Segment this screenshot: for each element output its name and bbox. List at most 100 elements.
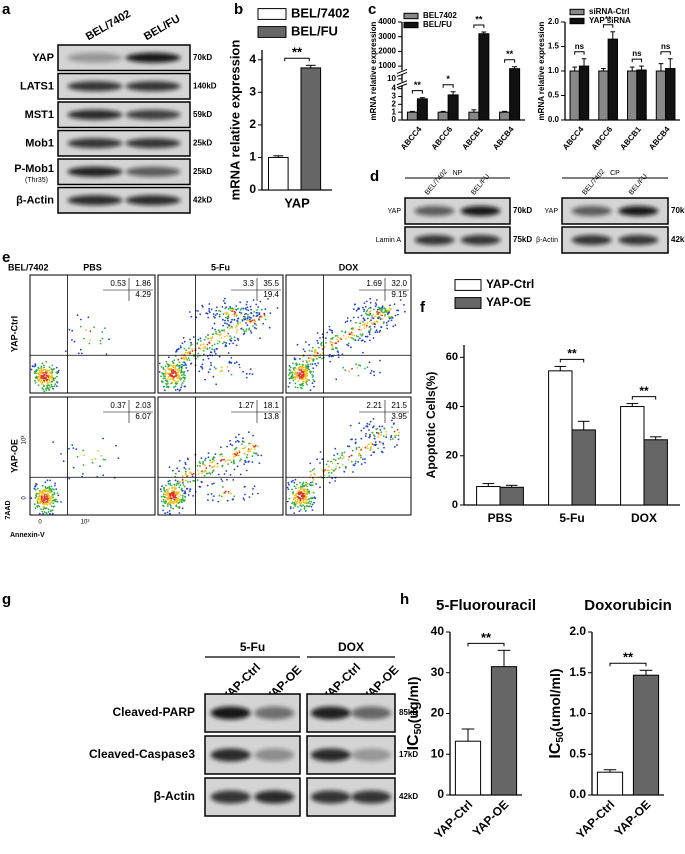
row-label: P-Mob1 (14, 163, 54, 175)
flow-dot (256, 309, 258, 311)
y-tick-label: 30 (431, 665, 445, 679)
flow-dot (313, 380, 316, 383)
flow-dot (375, 329, 378, 332)
flow-dot (187, 481, 189, 483)
flow-dot (172, 369, 175, 371)
y-tick-label: 20 (431, 706, 445, 720)
flow-dot (164, 502, 167, 505)
flow-dot (257, 318, 260, 321)
flow-dot (371, 431, 373, 434)
flow-dot (209, 311, 211, 314)
flow-dot (369, 433, 371, 436)
flow-dot (196, 355, 199, 358)
row-label: MST1 (25, 109, 54, 121)
flow-dot (257, 492, 259, 495)
flow-dot (192, 480, 195, 482)
significance-bracket (559, 358, 585, 363)
bar (598, 70, 609, 121)
bar (655, 70, 667, 121)
flow-dot (307, 365, 310, 368)
flow-dot (313, 355, 316, 357)
flow-dot (229, 439, 231, 442)
flow-dot (249, 442, 252, 445)
flow-x-tick: 10³ (81, 520, 90, 526)
flow-dot (298, 491, 301, 494)
flow-dot (176, 501, 179, 503)
flow-dot (369, 329, 372, 331)
flow-dot (300, 505, 303, 508)
panel-label: b (234, 1, 243, 18)
bar (632, 674, 660, 796)
flow-dot (317, 362, 320, 364)
flow-dot (108, 338, 110, 341)
flow-dot (170, 497, 173, 500)
blot-band (210, 706, 251, 720)
flow-dot (311, 469, 314, 472)
size-label: 70kD (513, 206, 532, 215)
flow-dot (249, 330, 252, 332)
flow-dot (369, 301, 372, 304)
quadrant-value: 35.5 (263, 279, 279, 288)
flow-dot (71, 339, 73, 341)
flow-dot (372, 434, 375, 436)
flow-dot (228, 324, 231, 327)
flow-dot (399, 299, 402, 301)
flow-dot (360, 437, 363, 440)
flow-dot (291, 488, 293, 491)
flow-dot (40, 497, 43, 499)
flow-dot (298, 497, 301, 499)
flow-dot (68, 328, 71, 331)
flow-dot (268, 326, 271, 329)
flow-dot (371, 315, 373, 317)
row-label: YAP (32, 52, 54, 64)
flow-dot (368, 314, 371, 316)
flow-dot (258, 462, 261, 465)
blot-band (571, 206, 612, 216)
flow-dot (54, 377, 57, 380)
significance-bracket (574, 51, 585, 55)
flow-dot (42, 372, 45, 374)
flow-dot (375, 299, 378, 301)
flow-dot (199, 313, 202, 316)
flow-dot (34, 507, 37, 510)
flow-dot (294, 358, 297, 361)
flow-dot (36, 369, 38, 371)
flow-dot (292, 362, 294, 365)
flow-dot (360, 463, 363, 465)
flow-dot (54, 383, 57, 386)
flow-dot (234, 326, 237, 329)
flow-dot (174, 380, 177, 382)
flow-dot (233, 336, 236, 339)
flow-dot (290, 377, 293, 380)
flow-dot (204, 378, 206, 381)
flow-dot (235, 305, 238, 307)
flow-dot (334, 468, 337, 470)
flow-dot (358, 307, 361, 310)
flow-dot (213, 343, 216, 346)
y-tick-label: 4000 (378, 17, 396, 26)
flow-dot (191, 350, 194, 352)
flow-dot (334, 480, 336, 482)
bar (620, 406, 645, 506)
flow-dot (294, 478, 297, 481)
flow-dot (385, 431, 388, 433)
flow-dot (293, 497, 295, 499)
flow-dot (167, 385, 170, 388)
flow-dot (222, 313, 225, 315)
flow-dot (171, 489, 174, 492)
flow-dot (161, 485, 163, 487)
flow-dot (294, 386, 297, 388)
flow-dot (255, 303, 258, 306)
flow-dot (372, 337, 375, 339)
blot-band (460, 206, 501, 216)
flow-dot (369, 447, 372, 450)
flow-dot (52, 441, 54, 443)
flow-dot (35, 494, 37, 497)
flow-dot (218, 340, 221, 343)
flow-dot (48, 388, 50, 390)
flow-dot (48, 369, 51, 372)
flow-dot (387, 320, 390, 322)
flow-dot (168, 466, 171, 468)
flow-dot (341, 452, 344, 454)
flow-dot (169, 512, 171, 515)
